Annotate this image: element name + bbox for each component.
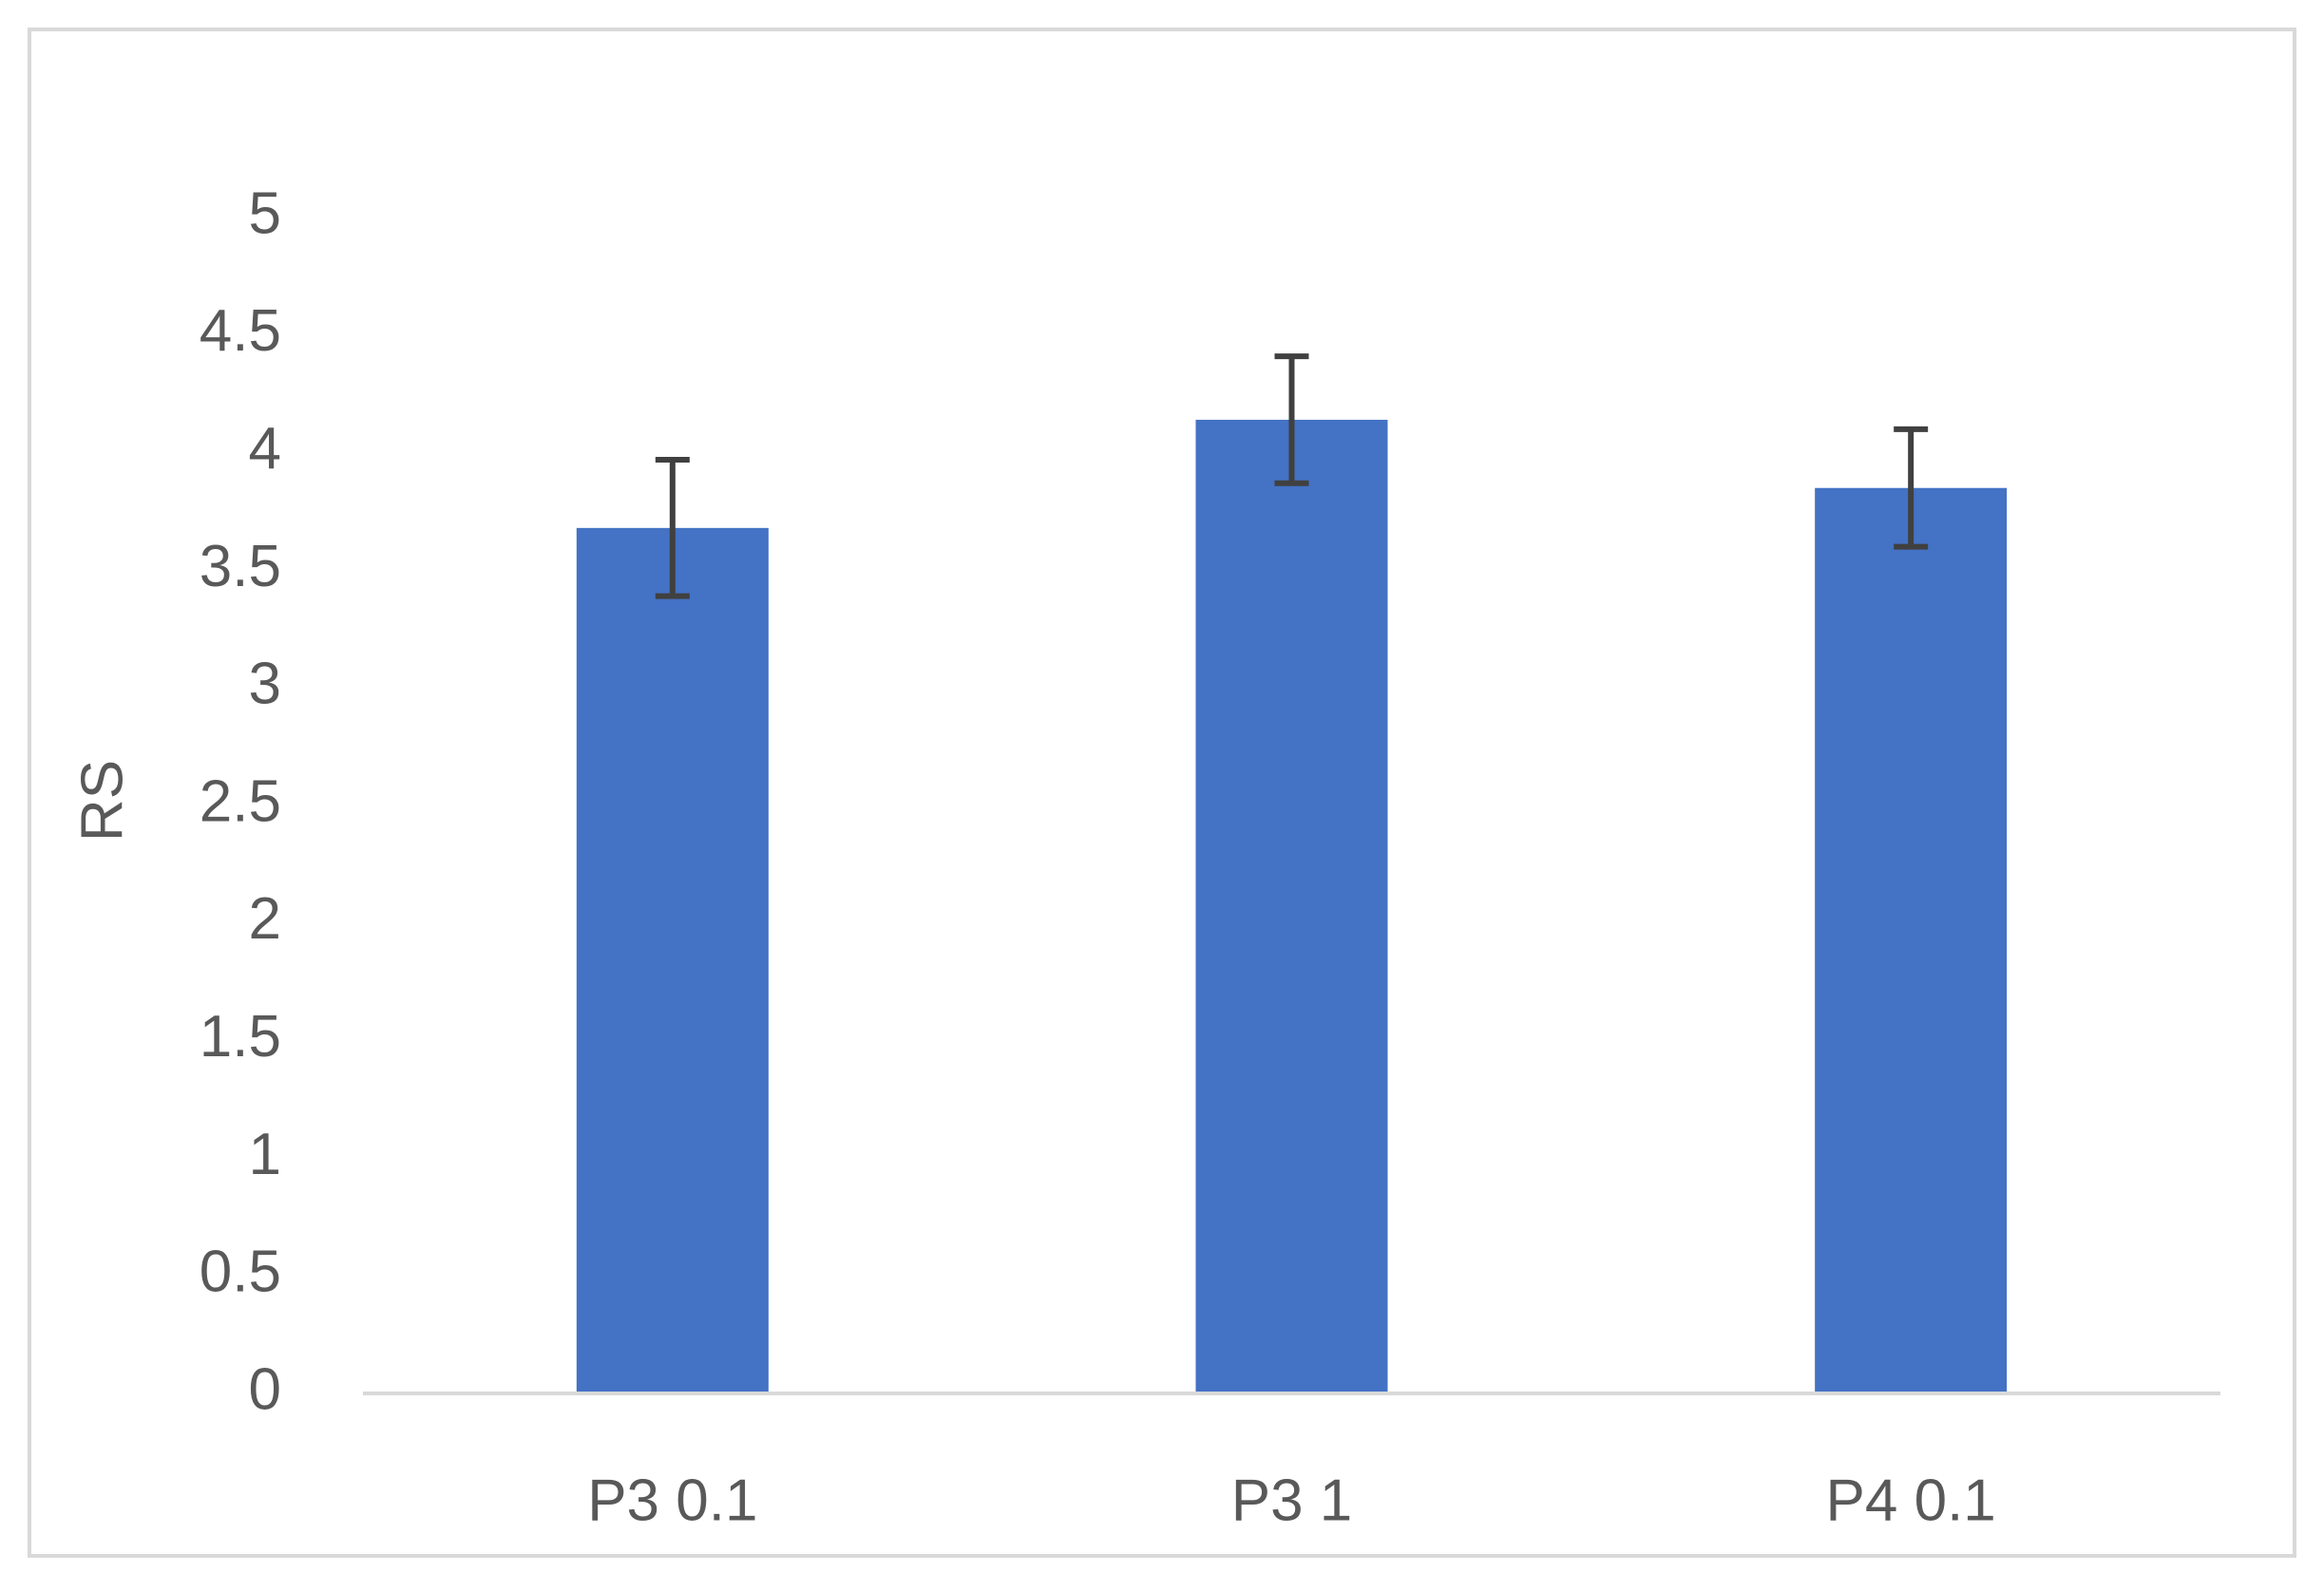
y-tick-label: 4: [249, 416, 281, 482]
y-tick-label: 0.5: [200, 1240, 281, 1305]
x-tick-label: P4 0.1: [1826, 1468, 1996, 1533]
error-bar: [1274, 353, 1309, 486]
y-tick-label: 1: [249, 1122, 281, 1187]
bar: [576, 527, 769, 1393]
bar: [1815, 487, 2008, 1393]
error-bar: [1894, 426, 1929, 550]
bar: [1195, 419, 1388, 1393]
y-axis-label: RS: [69, 760, 135, 842]
y-tick-label: 0: [249, 1356, 281, 1422]
y-tick-label: 5: [249, 180, 281, 246]
y-tick-label: 4.5: [200, 298, 281, 364]
error-bar: [655, 457, 690, 599]
x-tick-label: P3 1: [1231, 1468, 1353, 1533]
y-tick-label: 1.5: [200, 1004, 281, 1070]
y-tick-label: 3: [249, 652, 281, 717]
y-tick-label: 2: [249, 886, 281, 952]
x-tick-label: P3 0.1: [587, 1468, 757, 1533]
y-tick-label: 2.5: [200, 768, 281, 834]
y-tick-label: 3.5: [200, 534, 281, 599]
